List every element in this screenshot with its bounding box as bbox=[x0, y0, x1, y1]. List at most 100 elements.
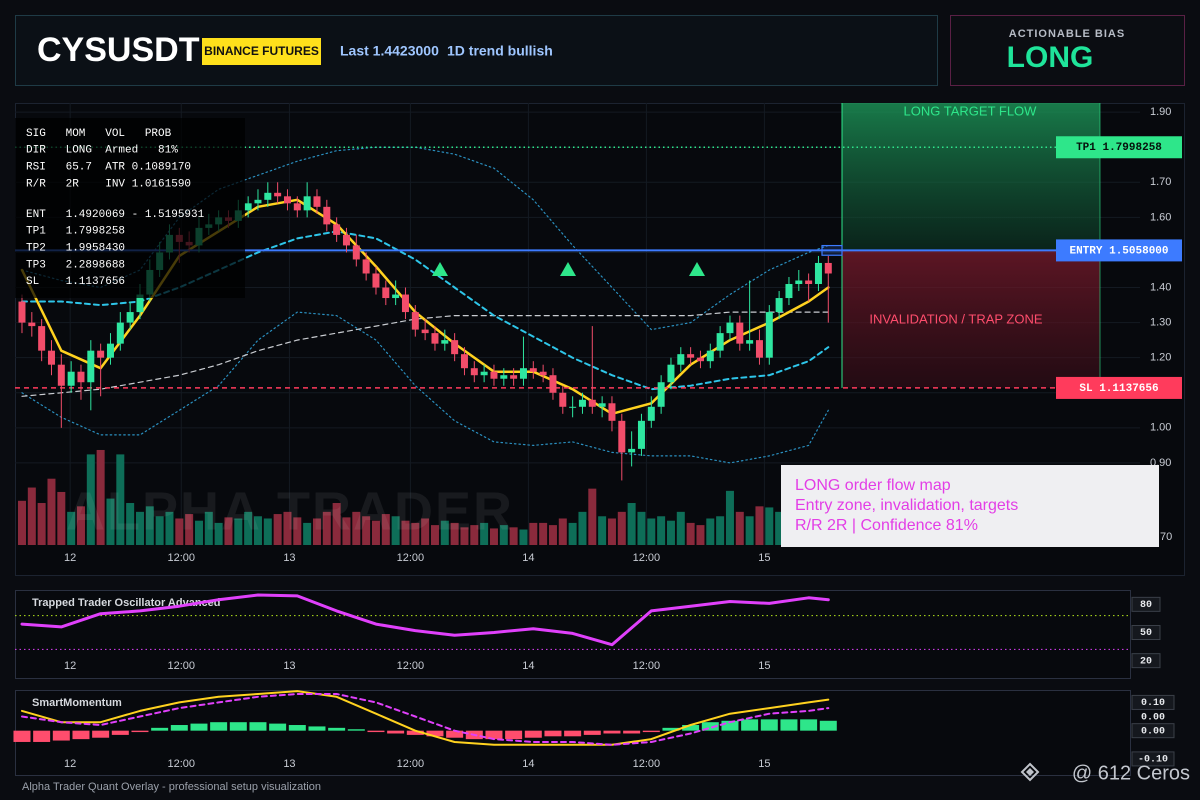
candle-body bbox=[254, 199, 262, 204]
momentum-bar bbox=[701, 722, 719, 731]
indicator-line bbox=[21, 146, 829, 331]
momentum-bar bbox=[151, 727, 169, 731]
momentum-bar bbox=[544, 730, 562, 737]
candle-body bbox=[588, 399, 596, 407]
signal-markers bbox=[432, 262, 705, 276]
candle-body bbox=[647, 406, 655, 421]
x-tick-label: 12:00 bbox=[397, 552, 425, 564]
volume-bar bbox=[676, 511, 685, 545]
candle-body bbox=[303, 196, 311, 211]
momentum-bar bbox=[819, 720, 837, 731]
momentum-bar bbox=[92, 730, 110, 738]
candle-body bbox=[28, 322, 36, 327]
volume-bar bbox=[381, 514, 390, 545]
signal-triangle bbox=[560, 262, 576, 276]
candle-body bbox=[716, 333, 724, 351]
y-tick-label: 1.30 bbox=[1150, 317, 1171, 329]
candle-body bbox=[687, 354, 695, 358]
volume-bar bbox=[57, 491, 66, 545]
candle-body bbox=[569, 406, 577, 408]
info-line: RSI 65.7 ATR 0.1089170 bbox=[26, 162, 191, 174]
momentum-bar bbox=[387, 730, 405, 734]
momentum-bar bbox=[170, 725, 188, 731]
candle-body bbox=[421, 329, 429, 334]
volume-bar bbox=[391, 516, 400, 545]
brand-icon bbox=[1020, 762, 1040, 782]
volume-bar bbox=[716, 516, 725, 545]
volume-bar bbox=[67, 511, 76, 545]
candle-body bbox=[126, 312, 134, 323]
momentum-bar bbox=[52, 730, 70, 741]
momentum-bar bbox=[249, 722, 267, 731]
x-tick-label: 12 bbox=[64, 552, 76, 564]
y-tick-label: -0.10 bbox=[1138, 755, 1168, 766]
x-tick-label: 15 bbox=[758, 660, 770, 672]
candle-body bbox=[67, 371, 75, 386]
volume-bar bbox=[735, 511, 744, 545]
momentum-chart: SmartMomentum 12 12:00 13 12:00 14 12:00 15 0.10… bbox=[13, 690, 1175, 770]
volume-bar bbox=[342, 517, 351, 545]
x-tick-label: 12:00 bbox=[168, 552, 196, 564]
info-line: TP1 1.7998258 bbox=[26, 226, 125, 238]
candle-body bbox=[333, 224, 341, 235]
candle-body bbox=[342, 234, 350, 246]
volume-bar bbox=[332, 503, 341, 545]
annotation-box bbox=[781, 465, 1159, 547]
momentum-bar bbox=[33, 730, 51, 742]
volume-bar bbox=[765, 507, 774, 545]
volume-bar bbox=[460, 527, 469, 545]
candle-body bbox=[677, 354, 685, 365]
level-badge bbox=[1056, 136, 1182, 159]
volume-bar bbox=[745, 516, 754, 545]
volume-bar bbox=[352, 511, 361, 545]
candle-body bbox=[77, 371, 85, 383]
volume-bar bbox=[96, 449, 105, 545]
volume-bar bbox=[234, 518, 243, 545]
momentum-bar bbox=[308, 726, 326, 731]
momentum-bar bbox=[524, 730, 542, 738]
x-tick-label: 12:00 bbox=[633, 660, 661, 672]
volume-bar bbox=[27, 487, 36, 545]
info-line: R/R 2R INV 1.0161590 bbox=[26, 178, 191, 190]
momentum-bar bbox=[485, 730, 503, 740]
volume-bar bbox=[185, 514, 194, 545]
momentum-bar bbox=[603, 730, 621, 734]
momentum-bar bbox=[426, 730, 444, 737]
momentum-bar bbox=[131, 730, 149, 733]
y-tick-label: 1.40 bbox=[1150, 281, 1171, 293]
candle-body bbox=[293, 203, 301, 211]
volume-bar bbox=[37, 503, 46, 545]
momentum-bar bbox=[721, 720, 739, 731]
entry-zone bbox=[821, 244, 843, 256]
candle-body bbox=[313, 196, 321, 207]
candle-body bbox=[470, 368, 478, 376]
momentum-bar bbox=[583, 730, 601, 735]
candle-body bbox=[323, 206, 331, 225]
volume-bar bbox=[17, 500, 26, 545]
main-chart: 1.901.801.701.601.501.401.301.201.101.00… bbox=[15, 103, 1182, 564]
volume-bar bbox=[627, 503, 636, 545]
volume-bar bbox=[214, 522, 223, 545]
volume-bar bbox=[204, 511, 213, 545]
x-tick-label: 12 bbox=[64, 758, 76, 770]
annotation-line: Entry zone, invalidation, targets bbox=[795, 497, 1018, 514]
candle-body bbox=[529, 368, 537, 372]
momentum-bar bbox=[446, 730, 464, 738]
momentum-bar bbox=[367, 730, 385, 733]
volume-bar bbox=[155, 516, 164, 545]
volume-bar bbox=[126, 503, 135, 545]
volume-bar bbox=[588, 488, 597, 545]
momentum-bar bbox=[111, 730, 129, 735]
y-tick-label: 1.70 bbox=[1150, 176, 1171, 188]
y-tick-box bbox=[1131, 723, 1175, 739]
volume-bar bbox=[480, 522, 489, 545]
candle-body bbox=[451, 340, 459, 355]
x-tick-label: 14 bbox=[522, 758, 534, 770]
bias-panel bbox=[950, 15, 1185, 86]
momentum-bar bbox=[72, 730, 90, 740]
info-line: ENT 1.4920069 - 1.5195931 bbox=[26, 209, 205, 221]
candle-body bbox=[57, 364, 65, 386]
target-zone bbox=[842, 103, 1100, 251]
candle-body bbox=[510, 375, 518, 379]
